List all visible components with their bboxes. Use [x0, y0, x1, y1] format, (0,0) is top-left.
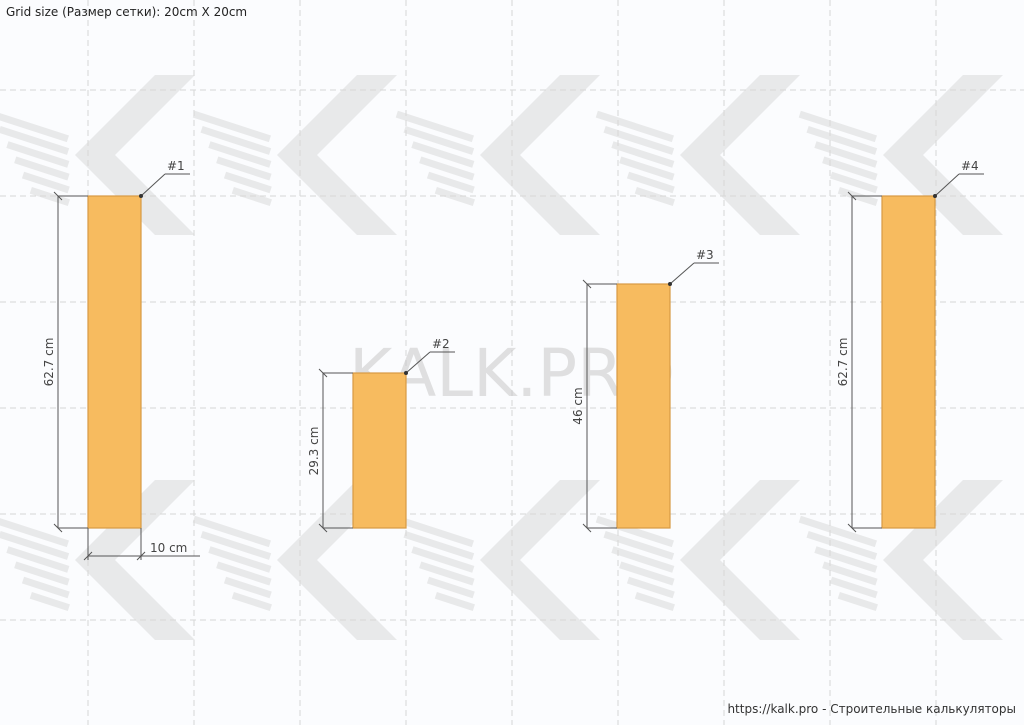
grid-size-label: Grid size (Размер сетки): 20cm X 20cm: [6, 5, 248, 19]
piece-2-tag: #2: [432, 337, 450, 351]
piece-3-tag: #3: [696, 248, 714, 262]
piece-1-rect: [87, 195, 142, 529]
piece-4-length-dimension: [847, 191, 882, 533]
piece-3: 46 cm #3: [571, 248, 719, 533]
piece-4-tag: #4: [961, 159, 979, 173]
piece-2-tag-leader: [405, 351, 455, 374]
piece-1-length-label: 62.7 cm: [42, 338, 56, 387]
piece-1: 62.7 cm 10 cm #1: [42, 159, 200, 561]
piece-3-rect: [616, 283, 671, 529]
piece-3-length-label: 46 cm: [571, 387, 585, 424]
piece-1-tag-leader: [140, 173, 190, 197]
piece-4-tag-leader: [934, 173, 984, 197]
piece-1-width-dimension: [83, 528, 200, 561]
piece-4-rect: [881, 195, 936, 529]
piece-2-length-label: 29.3 cm: [307, 427, 321, 476]
piece-2-length-dimension: [318, 368, 353, 533]
piece-2-rect: [352, 372, 407, 529]
piece-2: 29.3 cm #2: [307, 337, 455, 533]
footer-site-link[interactable]: https://kalk.pro - Строительные калькуля…: [727, 702, 1016, 716]
piece-3-length-dimension: [582, 279, 617, 533]
piece-1-width-label: 10 cm: [150, 541, 187, 555]
piece-1-tag: #1: [167, 159, 185, 173]
piece-3-tag-leader: [669, 262, 719, 285]
piece-4: 62.7 cm #4: [836, 159, 984, 533]
piece-1-length-dimension: [53, 191, 88, 533]
piece-4-length-label: 62.7 cm: [836, 338, 850, 387]
